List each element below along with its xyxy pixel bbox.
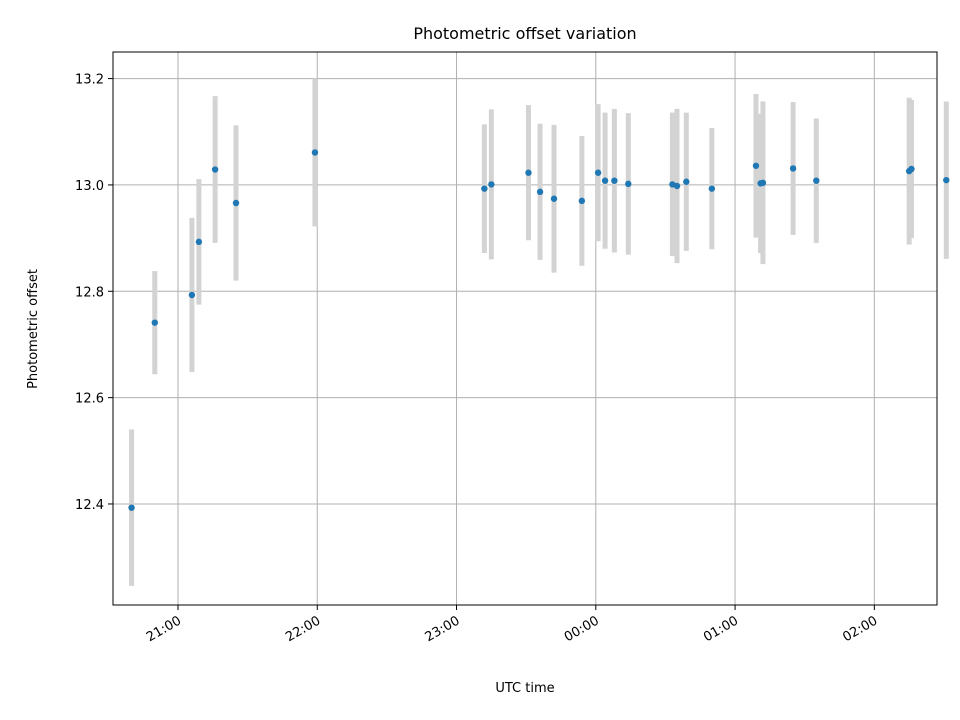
data-point [211, 166, 219, 173]
data-point [943, 176, 950, 184]
data-point [188, 291, 196, 299]
y-tick-label: 12.6 [75, 392, 104, 407]
data-point [673, 182, 681, 190]
data-point [625, 180, 632, 188]
x-axis-label: UTC time [495, 681, 554, 696]
data-point [759, 179, 767, 187]
y-tick-label: 12.8 [75, 285, 104, 300]
y-tick-label: 13.0 [75, 179, 104, 194]
data-point [232, 199, 240, 207]
data-point [908, 165, 915, 173]
data-point [789, 165, 797, 172]
data-point [195, 238, 203, 246]
data-point [151, 319, 158, 326]
data-point [311, 149, 319, 156]
data-point [601, 177, 609, 184]
data-point [594, 169, 602, 176]
data-point [611, 177, 618, 184]
data-point [550, 195, 558, 202]
data-point [708, 185, 716, 192]
data-point [536, 188, 544, 196]
chart-title: Photometric offset variation [413, 24, 636, 43]
plot-frame [112, 51, 938, 606]
data-point [525, 169, 532, 176]
y-tick-label: 12.4 [75, 498, 104, 513]
data-point [488, 181, 495, 188]
data-point [578, 197, 586, 205]
data-point [752, 162, 760, 169]
data-point [128, 504, 135, 511]
y-axis-label: Photometric offset [26, 269, 41, 389]
data-point [683, 178, 690, 185]
y-tick-label: 13.2 [75, 73, 104, 88]
data-point [481, 185, 488, 192]
data-points [128, 149, 950, 511]
data-point [813, 177, 820, 184]
